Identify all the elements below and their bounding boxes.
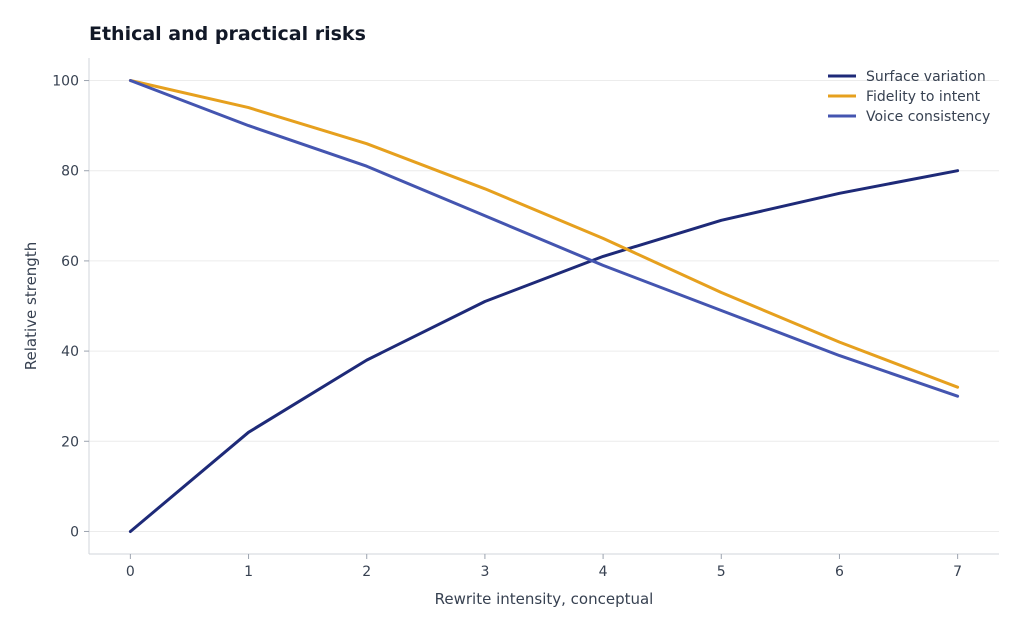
y-axis-ticks: 0 20 40 60 80 100: [52, 74, 89, 540]
legend-label-surface-variation: Surface variation: [866, 69, 986, 85]
y-tick-label-60: 60: [61, 254, 79, 270]
y-tick-label-0: 0: [70, 524, 79, 540]
x-tick-label-7: 7: [953, 564, 962, 580]
legend: Surface variation Fidelity to intent Voice…: [828, 69, 990, 125]
series-line-surface-variation: [128, 169, 960, 533]
chart-title: Ethical and practical risks: [89, 23, 366, 45]
x-tick-label-5: 5: [717, 564, 726, 580]
x-tick-label-4: 4: [599, 564, 608, 580]
x-tick-label-6: 6: [835, 564, 844, 580]
x-tick-label-1: 1: [244, 564, 253, 580]
x-axis-ticks: 0 1 2 3 4 5 6 7: [126, 554, 962, 580]
x-tick-label-2: 2: [362, 564, 371, 580]
y-axis-label: Relative strength: [22, 242, 40, 370]
series-lines: [128, 79, 960, 533]
y-tick-label-80: 80: [61, 164, 79, 180]
x-tick-label-0: 0: [126, 564, 135, 580]
x-tick-label-3: 3: [480, 564, 489, 580]
grid-lines: [89, 80, 999, 532]
series-line-voice-consistency: [128, 79, 960, 398]
y-tick-label-100: 100: [52, 74, 79, 90]
series-line-fidelity-to-intent: [128, 79, 960, 389]
y-tick-label-20: 20: [61, 434, 79, 450]
x-axis-label: Rewrite intensity, conceptual: [435, 590, 654, 608]
y-tick-label-40: 40: [61, 344, 79, 360]
legend-label-voice-consistency: Voice consistency: [866, 109, 990, 125]
legend-label-fidelity-to-intent: Fidelity to intent: [866, 89, 981, 105]
axes: [88, 58, 999, 555]
